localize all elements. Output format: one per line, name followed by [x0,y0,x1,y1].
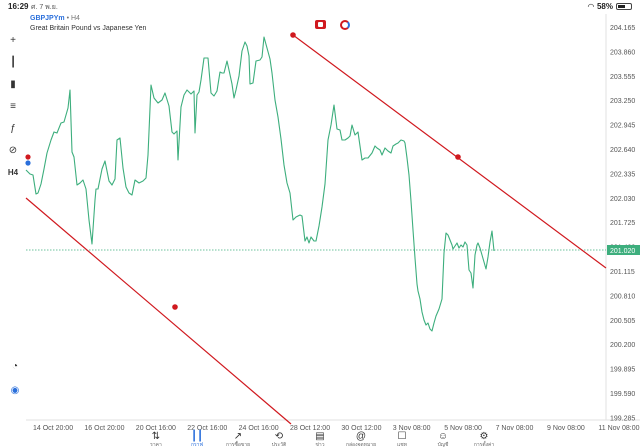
wifi-icon: ◠ [587,2,594,11]
price-tick-label: 200.200 [610,342,635,349]
nav-label: ข่าว [315,442,325,447]
nav-label: ราคา [150,442,162,447]
battery-icon [616,3,632,10]
mailbox-icon: @ [355,431,367,442]
symbol-timeframe: • H4 [66,15,80,22]
timeframe-icon[interactable]: H4 [7,167,19,177]
nav-chat[interactable]: ☐ แชท [382,432,422,447]
price-tick-label: 202.945 [610,123,635,130]
symbol-line[interactable]: GBPJPYm • H4 [30,14,146,24]
time-tick-label: 28 Oct 12:00 [290,425,330,432]
nav-trade[interactable]: ↗ การซื้อขาย [218,432,258,447]
nav-label: กล่องจดหมาย [345,442,377,447]
time-axis: 14 Oct 20:00 16 Oct 20:00 20 Oct 16:00 22 O… [33,425,640,432]
time-tick-label: 24 Oct 16:00 [239,425,279,432]
lower-trendline[interactable] [25,197,292,425]
nav-quotes[interactable]: ⇅ ราคา [136,432,176,447]
status-bar: 16:29 ศ. 7 พ.ย. ◠ 58% [0,0,640,14]
upper-trendline[interactable] [292,34,607,269]
time-tick-label: 9 Nov 08:00 [547,425,585,432]
price-tick-label: 199.285 [610,415,635,422]
function-icon[interactable]: ƒ [10,122,16,134]
status-date: ศ. 7 พ.ย. [31,4,58,11]
nav-label: ประวัติ [271,442,287,447]
price-tick-label: 203.860 [610,49,635,56]
nav-account[interactable]: ☺ บัญชี [423,432,463,447]
symbol-description: Great Britain Pound vs Japanese Yen [30,25,147,32]
price-tick-label: 203.250 [610,98,635,105]
drawing-shapes-icon[interactable]: ⊘ [8,144,18,156]
trade-icon: ↗ [233,431,243,442]
time-tick-label: 11 Nov 08:00 [598,425,639,432]
time-tick-label: 3 Nov 08:00 [393,425,431,432]
price-tick-label: 204.165 [610,25,635,32]
price-tick-label: 202.030 [610,196,635,203]
current-price-label: 201.020 [610,248,635,255]
battery-fill [618,5,625,8]
time-tick-label: 30 Oct 12:00 [341,425,381,432]
indicators-icon[interactable]: ≡ [10,100,16,112]
status-time: 16:29 [8,2,29,11]
nav-label: บัญชี [437,442,449,447]
one-click-trading-icon[interactable] [315,20,326,29]
quotes-icon: ⇅ [151,431,161,442]
bottom-nav: ⇅ ราคา ┃┃ กราฟ ↗ การซื้อขาย ⟲ ประวัติ ▤ ข่าว @ กล่อ… [0,432,640,447]
price-tick-label: 200.810 [610,293,635,300]
price-tick-label: 201.725 [610,220,635,227]
depth-of-market-icon[interactable]: ◔ [11,360,19,372]
one-click-trading-inner [318,22,323,27]
time-tick-label: 5 Nov 08:00 [444,425,482,432]
nav-history[interactable]: ⟲ ประวัติ [259,432,299,447]
nav-settings[interactable]: ⚙ การตั้งค่า [464,432,504,447]
upper-trendline-anchor-start[interactable] [290,32,296,38]
price-line-series [25,36,495,332]
current-price-label-bg [607,245,640,255]
nav-mailbox[interactable]: @ กล่องจดหมาย [341,432,381,447]
price-tick-label: 200.505 [610,318,635,325]
price-tick-label: 199.590 [610,391,635,398]
history-icon: ⟲ [274,431,284,442]
news-icon: ▤ [315,431,325,442]
indicators-circle-icon[interactable] [340,20,350,30]
time-tick-label: 14 Oct 20:00 [33,425,73,432]
crosshair-icon[interactable]: + [10,34,16,46]
time-tick-label: 20 Oct 16:00 [136,425,176,432]
settings-icon: ⚙ [479,431,489,442]
chart-header: GBPJPYm • H4 Great Britain Pound vs Japa… [30,14,146,34]
account-icon: ☺ [437,431,449,442]
nav-news[interactable]: ▤ ข่าว [300,432,340,447]
nav-label: กราฟ [190,442,204,447]
nav-label: การตั้งค่า [473,442,495,447]
buy-price-marker [25,160,31,166]
price-axis: 204.165 203.860 203.555 203.250 202.945 202.6… [610,25,635,422]
price-tick-label: 201.115 [610,269,635,276]
price-tick-label: 202.335 [610,171,635,178]
symbol-name[interactable]: GBPJPYm [30,15,65,22]
market-watch-icon[interactable]: ◉ [10,384,20,396]
chat-icon: ☐ [397,431,407,442]
status-right: ◠ 58% [588,2,632,11]
time-tick-label: 7 Nov 08:00 [496,425,534,432]
nav-label: การซื้อขาย [225,442,251,447]
time-tick-label: 16 Oct 20:00 [84,425,124,432]
price-tick-label: 203.555 [610,74,635,81]
time-tick-label: 22 Oct 16:00 [187,425,227,432]
price-tick-label: 202.640 [610,147,635,154]
chart-icon: ┃┃ [190,431,204,442]
lower-trendline-anchor[interactable] [172,304,178,310]
price-tick-label: 199.895 [610,367,635,374]
candlestick-icon[interactable]: ┃ [9,56,17,68]
nav-label: แชท [397,442,407,447]
battery-percent: 58% [596,2,613,11]
nav-chart[interactable]: ┃┃ กราฟ [177,432,217,447]
bar-chart-icon[interactable]: ▮ [10,78,16,90]
sell-price-marker [25,154,31,160]
upper-trendline-anchor-mid[interactable] [455,154,461,160]
